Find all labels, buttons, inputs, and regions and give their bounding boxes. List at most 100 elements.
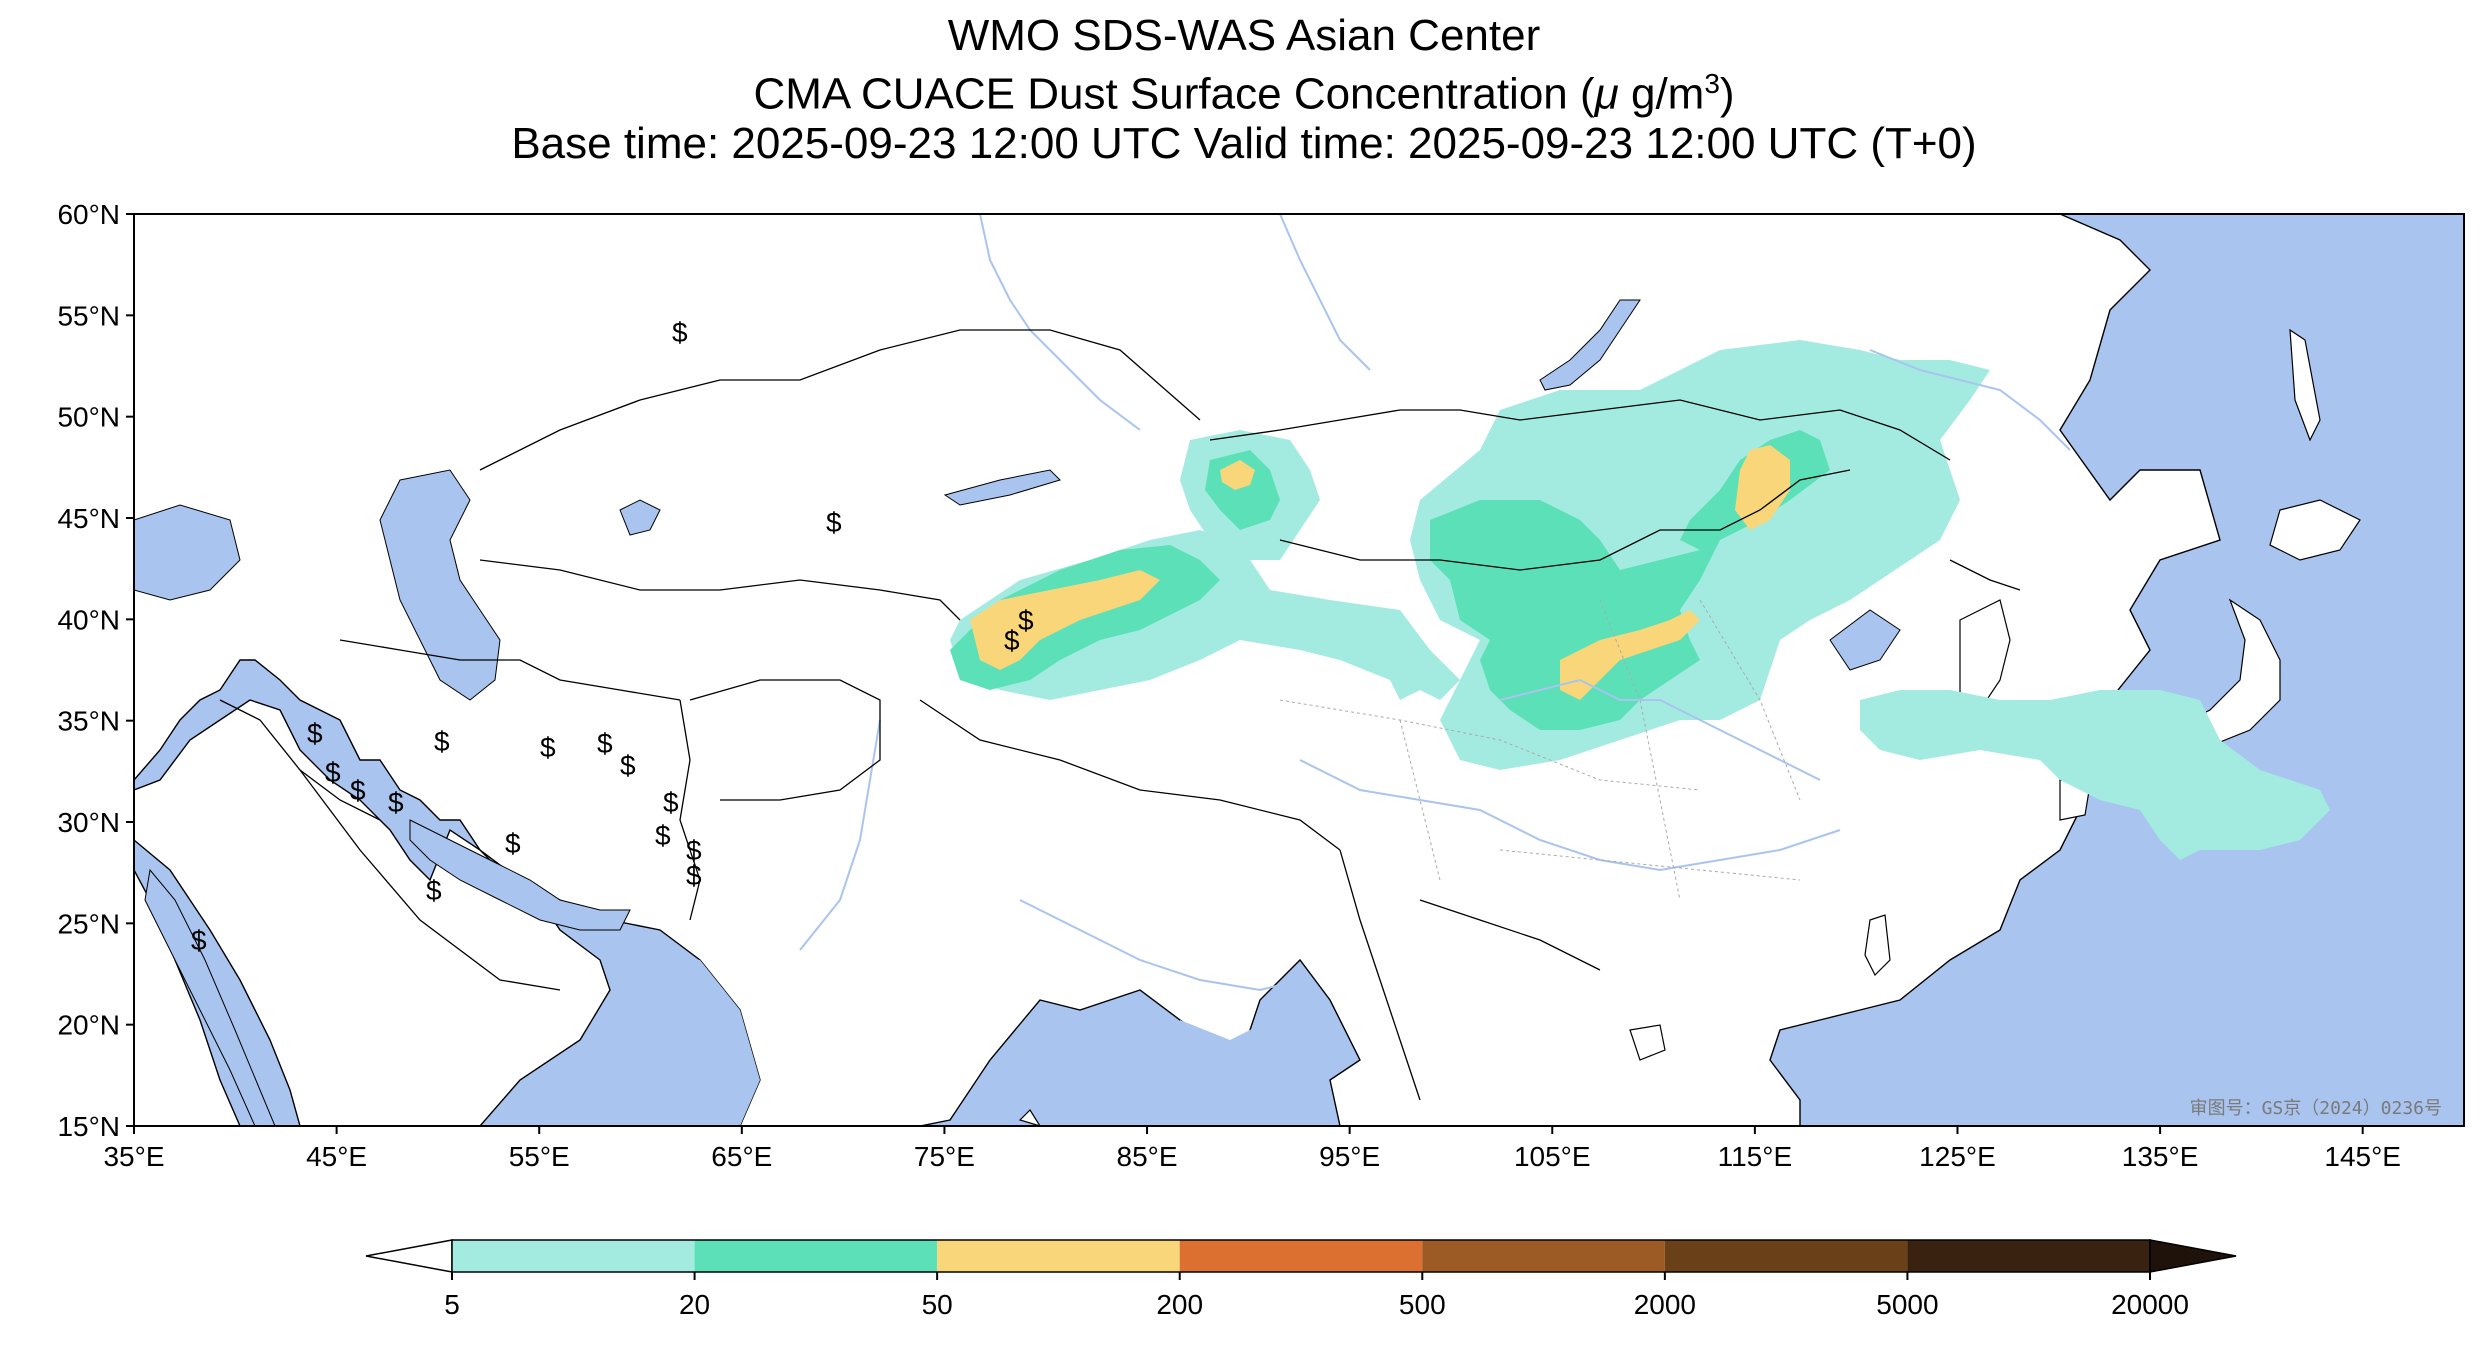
colorbar-segment <box>1664 1240 1908 1272</box>
caspian-sea <box>379 469 501 701</box>
lake-baikal <box>1539 299 1641 391</box>
border-china-vietnam <box>1419 899 1601 971</box>
colorbar-segment <box>1907 1240 2150 1272</box>
river-yangtze <box>1299 759 1841 872</box>
colorbar-frame <box>451 1239 2151 1273</box>
title-line-2: CMA CUACE Dust Surface Concentration (μ … <box>0 58 2488 121</box>
lon-tick-label: 105°E <box>1514 1141 1591 1172</box>
lon-tick-label: 75°E <box>914 1141 975 1172</box>
title-line-2-suffix: ) <box>1719 69 1735 119</box>
lat-tick-label: 35°N <box>57 706 120 737</box>
title-unit: g/m <box>1618 69 1705 119</box>
river-ganges <box>1019 899 1301 992</box>
colorbar-tick-label: 500 <box>1399 1289 1446 1320</box>
colorbar-tick-label: 200 <box>1156 1289 1203 1320</box>
province-borders <box>1279 599 1801 901</box>
border-myanmar <box>1339 849 1421 1101</box>
lon-tick-label: 85°E <box>1117 1141 1178 1172</box>
border-kazakhstan-south <box>479 559 961 621</box>
lon-axis: 35°E 45°E 55°E 65°E 75°E 85°E 95°E 105°E 115°E 12… <box>103 1126 2401 1172</box>
lat-axis: 60°N 55°N 50°N 45°N 40°N 35°N 30°N 25°N 20°N 15°N <box>57 199 134 1142</box>
lat-tick-label: 60°N <box>57 199 120 230</box>
map-approval-stamp: 审图号：GS京（2024）0236号 <box>2190 1098 2442 1119</box>
colorbar-tick-label: 50 <box>922 1289 953 1320</box>
station-marker: $ <box>540 732 556 763</box>
station-marker: $ <box>307 718 323 749</box>
title-line-2-prefix: CMA CUACE Dust Surface Concentration ( <box>753 69 1595 119</box>
title-mu-symbol: μ <box>1594 69 1619 119</box>
colorbar-tick-label: 20 <box>679 1289 710 1320</box>
lon-tick-label: 145°E <box>2324 1141 2401 1172</box>
lat-tick-label: 40°N <box>57 604 120 635</box>
station-marker: $ <box>434 726 450 757</box>
river-amur <box>1869 349 2071 451</box>
station-marker: $ <box>388 787 404 818</box>
border-china-india <box>919 699 1341 851</box>
border-china-korea <box>1949 559 2021 591</box>
river-yellow <box>1499 678 1821 781</box>
province-border-1 <box>1279 699 1701 791</box>
aral-sea <box>619 499 661 536</box>
bay-of-bengal <box>1180 980 1330 1126</box>
station-marker: $ <box>191 925 207 956</box>
lon-tick-label: 55°E <box>509 1141 570 1172</box>
station-marker: $ <box>686 835 702 866</box>
bohai-sea <box>1829 609 1901 671</box>
title-line-3: Base time: 2025-09-23 12:00 UTC Valid ti… <box>511 119 1977 168</box>
title-unit-exponent: 3 <box>1704 68 1720 99</box>
station-marker: $ <box>325 757 341 788</box>
country-borders <box>219 329 2021 1101</box>
lat-tick-label: 50°N <box>57 402 120 433</box>
persian-gulf <box>409 819 631 931</box>
colorbar: 5 20 50 200 500 2000 5000 20000 <box>365 1239 2237 1320</box>
station-marker: $ <box>686 860 702 891</box>
river-indus <box>799 719 881 951</box>
lat-tick-label: 55°N <box>57 300 120 331</box>
border-kazakhstan-russia <box>479 329 1201 471</box>
map-area: $ $ $ $ $ $ $ $ $ $ $ $ $ $ $ $ $ $ $ 审图… <box>134 214 2464 1126</box>
colorbar-segment <box>452 1240 695 1272</box>
title-line-1: WMO SDS-WAS Asian Center <box>947 11 1541 60</box>
colorbar-segment <box>1179 1240 1423 1272</box>
land-sri-lanka <box>1018 1109 1041 1126</box>
border-saudi <box>299 769 561 991</box>
lat-tick-label: 20°N <box>57 1010 120 1041</box>
lon-tick-label: 35°E <box>103 1141 164 1172</box>
dust-level-50-taklimakan <box>970 570 1160 670</box>
colorbar-segment <box>937 1240 1180 1272</box>
dust-level-50-ordos <box>1560 610 1700 700</box>
dust-level-5-east <box>1860 690 2330 860</box>
lake-balkhash <box>943 469 1061 506</box>
station-markers: $ $ $ $ $ $ $ $ $ $ $ $ $ $ $ $ $ $ $ <box>191 317 1034 956</box>
dust-level-50-gobi <box>1735 445 1790 530</box>
colorbar-segment <box>694 1240 938 1272</box>
red-sea <box>144 868 276 1126</box>
land-korea <box>1959 599 2011 711</box>
lat-tick-label: 15°N <box>57 1111 120 1142</box>
station-marker: $ <box>826 507 842 538</box>
station-marker: $ <box>672 317 688 348</box>
map-frame <box>133 213 2465 1127</box>
station-marker: $ <box>597 728 613 759</box>
station-marker: $ <box>620 750 636 781</box>
station-marker: $ <box>655 820 671 851</box>
station-marker: $ <box>1004 625 1020 656</box>
station-marker: $ <box>663 787 679 818</box>
station-marker: $ <box>426 875 442 906</box>
lon-tick-label: 45°E <box>306 1141 367 1172</box>
black-sea <box>134 504 241 601</box>
colorbar-extend-max <box>2149 1239 2237 1273</box>
colorbar-extend-min <box>365 1239 453 1273</box>
dust-level-50-junggar <box>1220 460 1255 490</box>
border-afghanistan <box>689 679 881 801</box>
station-marker: $ <box>350 775 366 806</box>
lon-tick-label: 125°E <box>1919 1141 1996 1172</box>
station-marker: $ <box>1018 605 1034 636</box>
dust-level-20-mongolia <box>1430 430 1830 730</box>
lat-tick-label: 30°N <box>57 807 120 838</box>
province-border-5 <box>1499 849 1801 881</box>
land-hainan <box>1629 1024 1666 1061</box>
colorbar-tick-label: 5000 <box>1876 1289 1938 1320</box>
border-russia-mongolia <box>1209 399 1951 461</box>
station-marker: $ <box>505 828 521 859</box>
